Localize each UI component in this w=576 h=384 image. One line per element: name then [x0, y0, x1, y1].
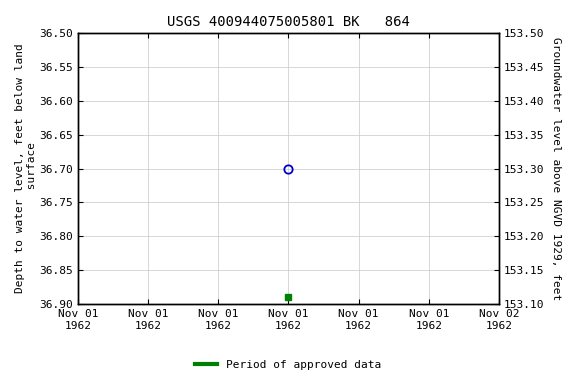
Y-axis label: Groundwater level above NGVD 1929, feet: Groundwater level above NGVD 1929, feet: [551, 37, 561, 300]
Y-axis label: Depth to water level, feet below land
 surface: Depth to water level, feet below land su…: [15, 44, 37, 293]
Legend: Period of approved data: Period of approved data: [191, 356, 385, 375]
Title: USGS 400944075005801 BK   864: USGS 400944075005801 BK 864: [167, 15, 410, 29]
